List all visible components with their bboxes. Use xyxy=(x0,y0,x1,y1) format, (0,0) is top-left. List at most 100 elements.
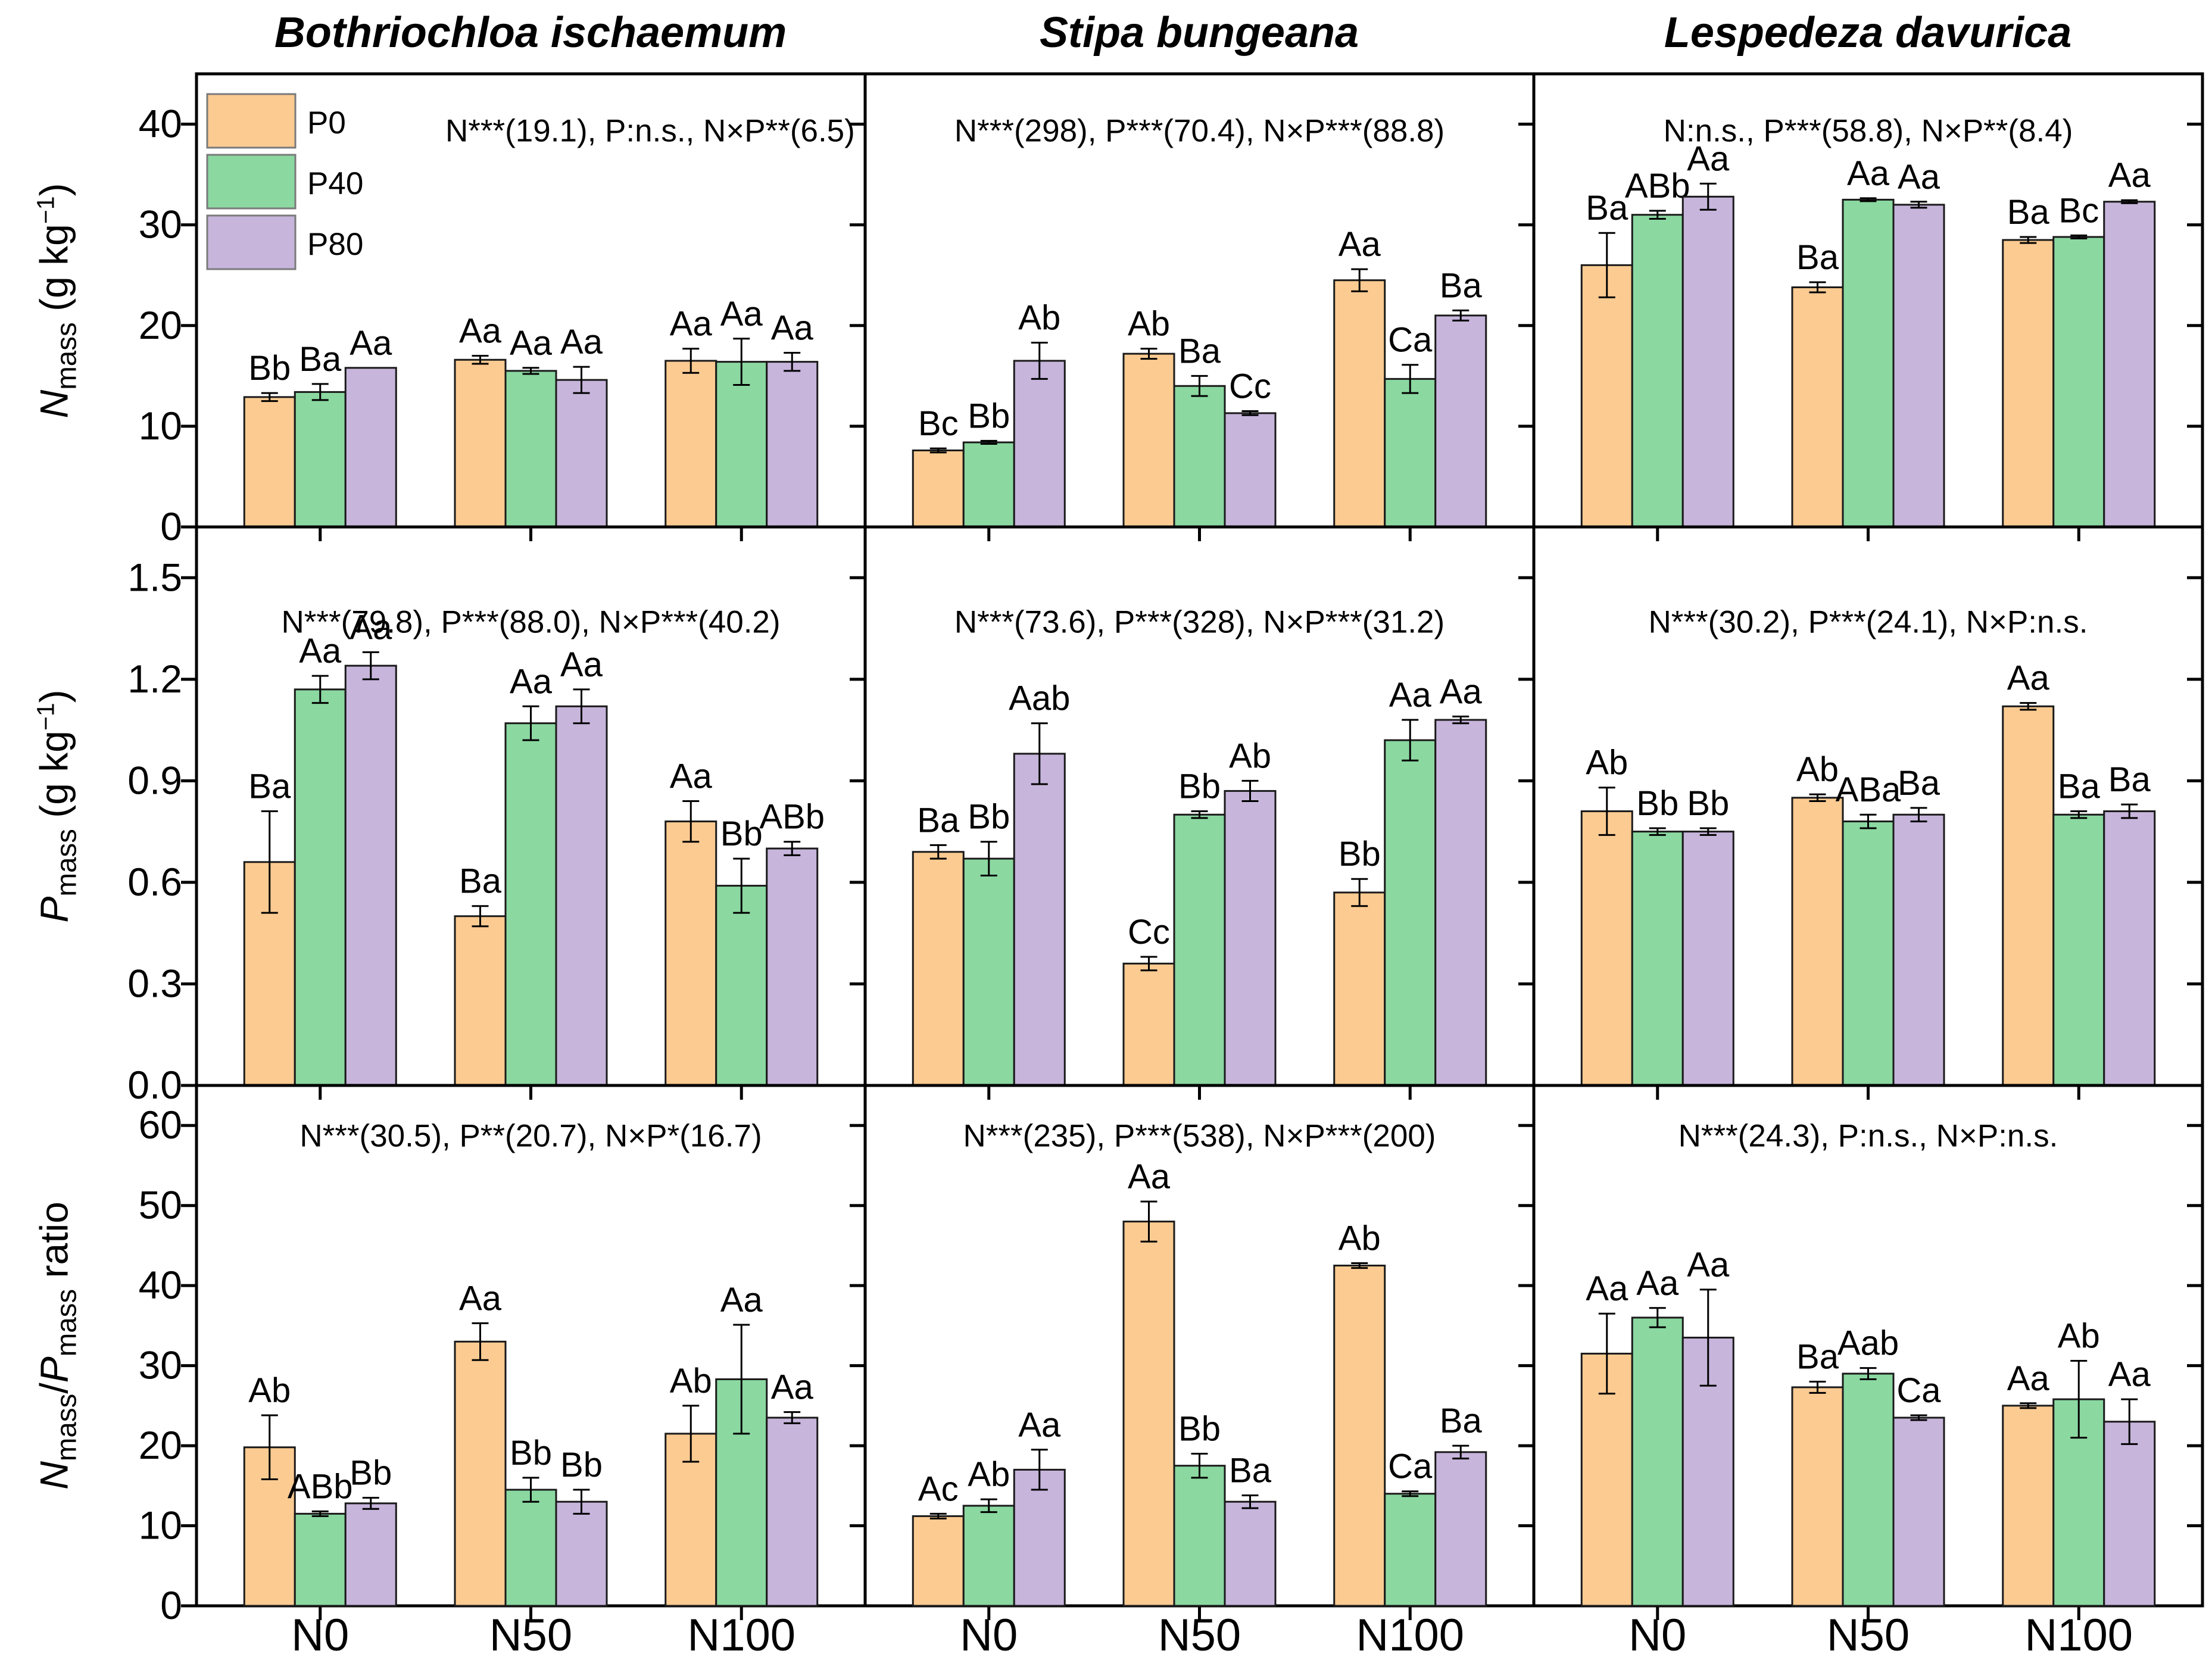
sig-label: Aa xyxy=(1440,672,1483,711)
sig-label: Aa xyxy=(2108,156,2151,195)
y-tick-label: 60 xyxy=(139,1103,182,1147)
bar-p0 xyxy=(1791,286,1844,528)
sig-label: Aa xyxy=(1128,1157,1171,1196)
x-category-label: N100 xyxy=(1356,1610,1464,1660)
bar-p0 xyxy=(454,358,507,528)
sig-label: Ab xyxy=(670,1362,712,1400)
bar-p80 xyxy=(1681,831,1734,1087)
bar-p80 xyxy=(344,1502,397,1607)
sig-label: Aa xyxy=(771,308,814,347)
anova-annotation: N***(79.8), P***(88.0), N×P***(40.2) xyxy=(281,605,780,640)
sig-label: Aa xyxy=(350,324,392,363)
sig-label: Bc xyxy=(2058,191,2099,230)
bar-p80 xyxy=(1892,813,1945,1087)
bar-p40 xyxy=(962,1505,1015,1607)
sig-label: Aa xyxy=(2007,1359,2050,1398)
legend-swatch-p80 xyxy=(206,214,297,270)
y-tick-label: 0 xyxy=(160,1583,182,1627)
bar-p80 xyxy=(1892,204,1945,528)
bar-p0 xyxy=(1333,1265,1386,1607)
bar-p0 xyxy=(454,1340,507,1607)
sig-label: Bb xyxy=(968,798,1010,837)
sig-label: Aa xyxy=(670,305,713,344)
x-category-label: N100 xyxy=(2024,1610,2133,1660)
legend-label-p80: P80 xyxy=(307,227,363,262)
anova-annotation: N***(30.5), P**(20.7), N×P*(16.7) xyxy=(299,1119,762,1154)
bar-p80 xyxy=(1224,1500,1277,1607)
bar-p80 xyxy=(766,1416,819,1607)
sig-label: Ba xyxy=(1440,266,1483,305)
sig-label: Bb xyxy=(968,397,1010,435)
sig-label: Ab xyxy=(1128,305,1170,344)
sig-label: Ab xyxy=(248,1371,291,1410)
y-tick-label: 10 xyxy=(139,1503,182,1547)
sig-label: Aa xyxy=(1339,225,1381,264)
bar-p40 xyxy=(1631,214,1684,528)
bar-p80 xyxy=(1013,1468,1066,1607)
anova-annotation: N***(30.2), P***(24.1), N×P:n.s. xyxy=(1649,605,2088,640)
bar-p40 xyxy=(715,361,768,528)
bar-p40 xyxy=(2052,813,2105,1087)
sig-label: Aa xyxy=(1389,676,1432,714)
bar-p80 xyxy=(1434,314,1487,528)
y-tick-label: 40 xyxy=(139,102,182,146)
sig-label: Ab xyxy=(1586,744,1628,782)
sig-label: Bb xyxy=(560,1446,603,1484)
sig-label: Aa xyxy=(720,295,763,333)
bar-p40 xyxy=(504,370,557,528)
bar-p40 xyxy=(715,885,768,1087)
bar-p40 xyxy=(962,441,1015,528)
sig-label: Ba xyxy=(459,862,502,901)
panel-title-stipa: Stipa bungeana xyxy=(1039,9,1359,57)
sig-label: Ba xyxy=(917,801,960,840)
sig-label: Ba xyxy=(1586,189,1628,227)
bar-p40 xyxy=(1842,820,1895,1087)
bar-p40 xyxy=(504,1489,557,1607)
y-tick-label: 0 xyxy=(160,504,182,548)
sig-label: Aa xyxy=(1847,154,1890,193)
sig-label: Bb xyxy=(720,815,763,853)
bar-p0 xyxy=(1122,1221,1175,1607)
sig-label: Aa xyxy=(771,1368,814,1407)
sig-label: Aa xyxy=(2108,1355,2151,1394)
sig-label: Aa xyxy=(459,312,502,351)
bar-p40 xyxy=(1384,377,1437,528)
y-tick-label: 30 xyxy=(139,202,182,246)
bar-p0 xyxy=(1333,279,1386,528)
y-tick-label: 0.0 xyxy=(127,1063,182,1107)
sig-label: Ba xyxy=(248,767,291,806)
anova-annotation: N***(235), P***(538), N×P***(200) xyxy=(963,1119,1436,1154)
bar-p0 xyxy=(1791,1386,1844,1607)
bar-p80 xyxy=(1434,719,1487,1087)
sig-label: Aab xyxy=(1837,1324,1899,1363)
sig-label: Aa xyxy=(350,608,392,647)
y-tick-label: 0.6 xyxy=(127,860,182,904)
sig-label: Ab xyxy=(2058,1317,2100,1356)
sig-label: Aa xyxy=(510,324,553,363)
bar-p40 xyxy=(294,688,347,1087)
legend-label-p40: P40 xyxy=(307,166,363,201)
sig-label: Ca xyxy=(1388,321,1433,360)
anova-annotation: N***(19.1), P:n.s., N×P**(6.5) xyxy=(445,114,855,149)
bar-p80 xyxy=(2103,1421,2156,1607)
bar-p0 xyxy=(1122,352,1175,528)
sig-label: Ab xyxy=(1339,1219,1381,1258)
bar-p0 xyxy=(664,360,717,528)
legend-swatch-p40 xyxy=(206,154,297,210)
sig-label: Aa xyxy=(720,1281,763,1319)
bar-p0 xyxy=(243,396,296,528)
y-tick-label: 20 xyxy=(139,1423,182,1467)
bar-p80 xyxy=(555,379,608,528)
bar-p40 xyxy=(1173,813,1226,1087)
bar-p40 xyxy=(1173,1465,1226,1607)
bar-p80 xyxy=(2103,201,2156,528)
bar-p0 xyxy=(1580,810,1633,1087)
y-tick-label: 40 xyxy=(139,1263,182,1307)
x-category-label: N50 xyxy=(489,1610,572,1660)
bar-p40 xyxy=(1631,831,1684,1087)
bar-p0 xyxy=(912,449,965,528)
anova-annotation: N***(24.3), P:n.s., N×P:n.s. xyxy=(1679,1119,2058,1154)
sig-label: Ba xyxy=(1796,1338,1839,1377)
